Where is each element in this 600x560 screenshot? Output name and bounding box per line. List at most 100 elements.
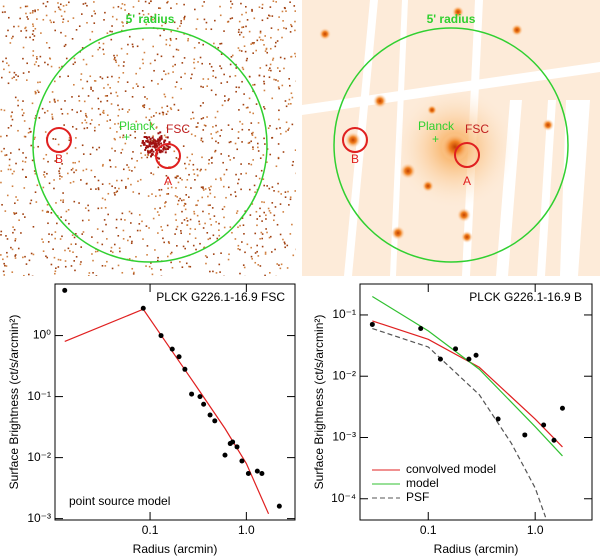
noise-dot [157,256,159,259]
y-tick-label: 10⁻³ [27,511,51,525]
noise-dot [54,29,57,32]
noise-dot [106,120,109,122]
noise-dot [165,136,167,139]
noise-dot [146,156,149,159]
noise-dot [250,122,253,124]
noise-dot [190,118,192,120]
noise-dot [128,13,130,15]
noise-dot [80,13,83,15]
noise-dot [185,262,188,265]
noise-dot [149,62,152,65]
data-point [245,470,251,476]
noise-dot [75,128,78,130]
noise-dot [164,73,167,76]
noise-dot [271,15,274,17]
noise-dot [282,20,284,22]
noise-dot [220,252,222,254]
noise-dot [37,145,39,148]
series-line [372,295,563,457]
noise-dot [121,3,124,5]
noise-dot [234,191,237,193]
noise-dot [115,226,118,229]
noise-dot [111,251,114,254]
radius-label: 5' radius [427,12,476,26]
noise-dot [162,111,165,114]
noise-dot [78,202,80,204]
noise-dot [121,108,124,110]
noise-dot [42,250,45,253]
noise-dot [159,207,161,209]
noise-dot [132,6,135,8]
noise-dot [150,153,153,156]
noise-dot [80,261,82,263]
noise-dot [46,1,49,3]
noise-dot [234,238,237,240]
data-point [189,391,195,397]
noise-dot [219,42,221,45]
noise-dot [74,161,76,164]
noise-dot [200,139,202,142]
noise-dot [218,222,220,225]
noise-dot [74,61,76,64]
data-point [207,412,213,418]
noise-dot [180,76,182,79]
noise-dot [158,112,161,115]
noise-dot [294,20,296,23]
noise-dot [284,191,287,193]
noise-dot [53,98,56,101]
noise-dot [170,261,172,264]
noise-dot [285,130,287,133]
noise-dot [28,127,31,130]
noise-dot [150,262,152,264]
noise-dot [269,47,272,50]
noise-dot [269,272,271,274]
noise-dot [175,38,178,40]
noise-dot [115,91,118,94]
noise-dot [111,25,113,27]
noise-dot [74,269,76,272]
noise-dot [49,19,52,22]
noise-dot [209,189,211,191]
noise-dot [57,266,60,268]
noise-dot [93,129,96,132]
noise-dot [32,25,35,27]
noise-dot [255,175,258,177]
noise-dot [198,220,200,223]
y-axis-label: Surface Brightness (ct/s/arcmin²) [312,315,326,490]
noise-dot [265,228,267,230]
noise-dot [22,100,24,102]
noise-dot [146,254,148,256]
noise-dot [281,84,284,87]
noise-dot [210,89,213,92]
noise-dot [41,238,43,241]
noise-dot [269,125,271,127]
image-overlay-right: + 5' radius Planck FSC A B [333,12,569,263]
noise-dot [231,3,234,5]
noise-dot [61,163,63,165]
noise-dot [82,3,85,5]
noise-dot [54,160,56,162]
noise-dot [210,157,213,159]
noise-dot [183,204,185,207]
noise-dot [103,87,105,89]
noise-dot [180,230,182,232]
noise-dot [287,129,289,131]
noise-dot [165,144,168,147]
planck-label: Planck [418,119,455,133]
noise-dot [68,139,71,142]
noise-dot [239,248,241,251]
noise-dot [163,141,166,144]
noise-dot [234,75,237,77]
noise-dot [234,142,237,145]
noise-dot [10,115,13,117]
noise-dot [216,110,219,113]
noise-dot [116,54,118,57]
noise-dot [290,55,293,58]
noise-dot [168,146,171,149]
noise-dot [194,8,196,11]
noise-dot [242,36,245,38]
noise-dot [114,194,116,196]
noise-dot [9,152,12,154]
noise-dot [48,46,51,49]
noise-dot [246,57,248,60]
